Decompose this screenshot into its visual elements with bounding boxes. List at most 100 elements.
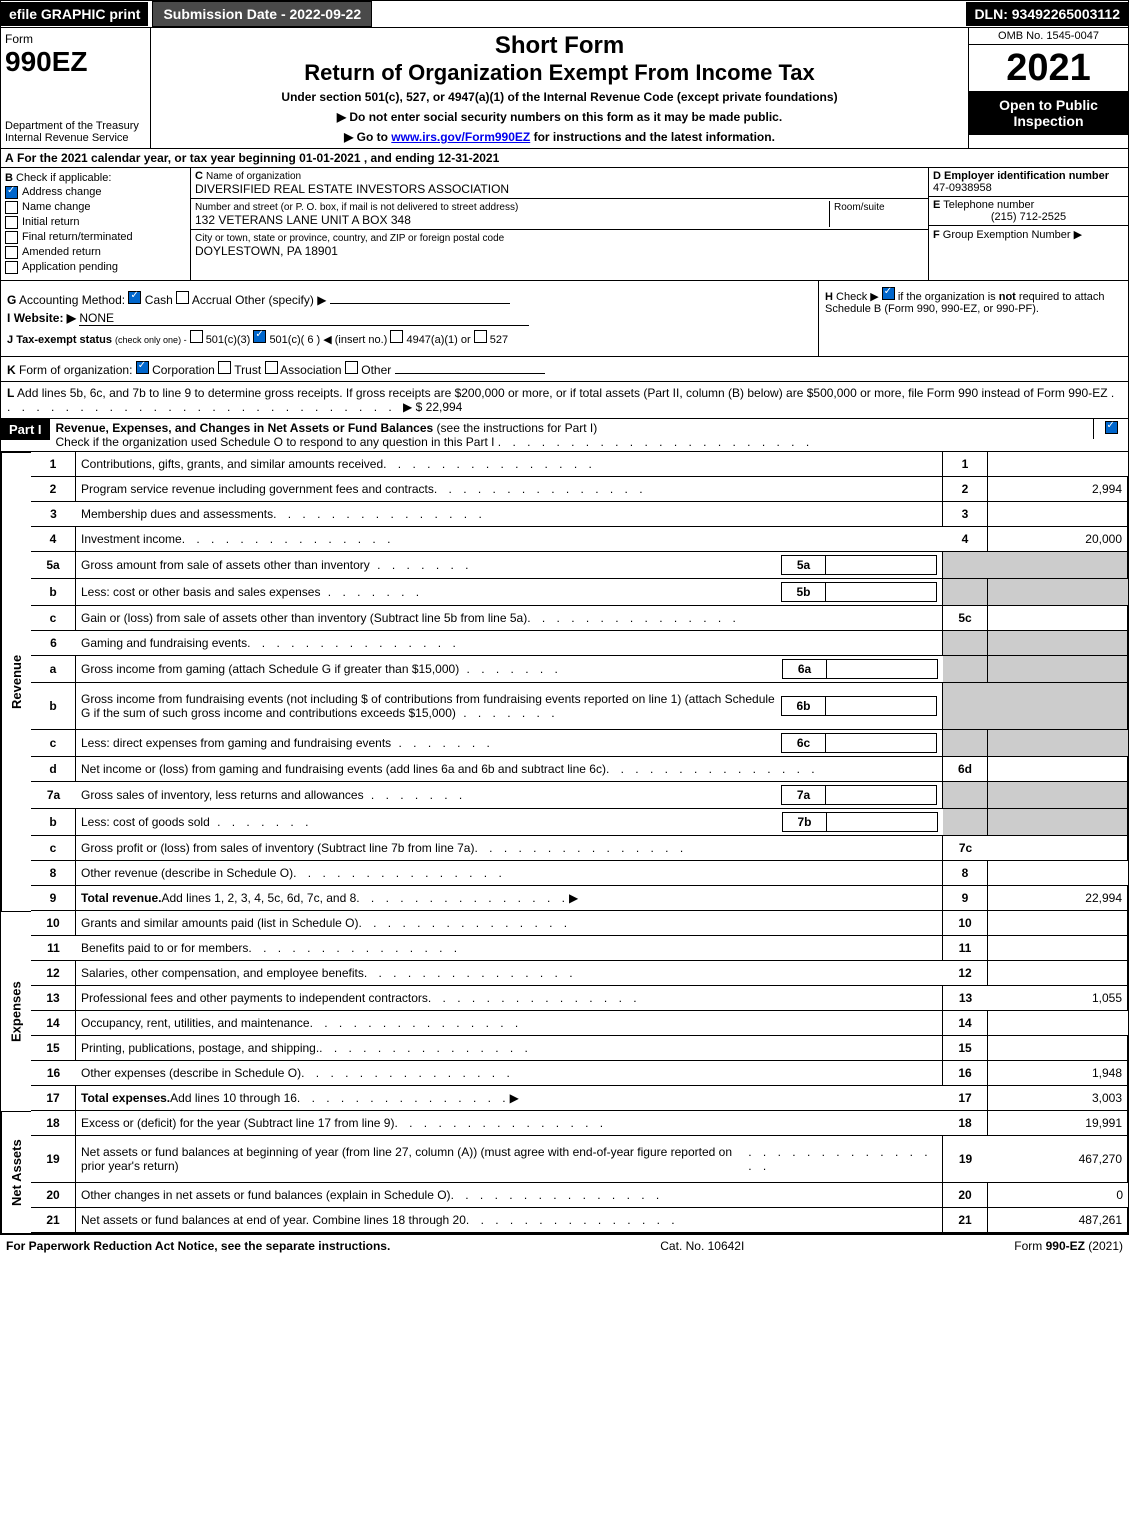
k-opt-1: Trust (234, 363, 261, 377)
b-checkbox-5[interactable] (5, 261, 18, 274)
j-opt4: 527 (490, 334, 508, 346)
line-number-8: a (31, 656, 76, 683)
line-amount-24: 3,003 (988, 1086, 1128, 1111)
line-box-6: 5c (943, 606, 988, 631)
b-check-label-5: Application pending (22, 261, 118, 273)
c-name-label: Name of organization (206, 171, 301, 182)
part1-label: Part I (1, 419, 50, 440)
h-text1: Check ▶ (836, 291, 879, 303)
k-other-checkbox[interactable] (345, 361, 358, 374)
section-label-exp: Expenses (1, 911, 31, 1111)
org-address: 132 VETERANS LANE UNIT A BOX 348 (195, 213, 411, 227)
line-amount-7 (988, 631, 1128, 656)
inst2-pre: ▶ Go to (344, 130, 391, 144)
line-number-19: 12 (31, 961, 76, 986)
k-other-blank[interactable] (395, 373, 545, 374)
b-checkbox-3[interactable] (5, 231, 18, 244)
tax-year: 2021 (969, 45, 1128, 91)
a-text-pre: For the 2021 calendar year, or tax year … (17, 151, 299, 165)
b-check-label-0: Address change (22, 186, 102, 198)
j-527-checkbox[interactable] (474, 330, 487, 343)
website-value: NONE (79, 311, 529, 326)
letter-f: F (933, 229, 940, 241)
b-check-item-1: Name change (5, 201, 186, 214)
c-name-row: C Name of organization DIVERSIFIED REAL … (191, 168, 928, 199)
line-box-25: 18 (943, 1111, 988, 1136)
part1-checkbox-cell (1093, 419, 1128, 439)
form-number: 990EZ (5, 46, 88, 77)
line-amount-19 (988, 961, 1128, 986)
form-title-2: Return of Organization Exempt From Incom… (155, 60, 964, 86)
irs-link[interactable]: www.irs.gov/Form990EZ (391, 130, 530, 144)
instruction-2: ▶ Go to www.irs.gov/Form990EZ for instru… (155, 130, 964, 144)
line-amount-22 (988, 1036, 1128, 1061)
line-amount-28: 487,261 (988, 1208, 1128, 1233)
part1-checkbox[interactable] (1105, 421, 1118, 434)
f-row: F Group Exemption Number ▶ (929, 226, 1128, 243)
line-amount-18 (988, 936, 1128, 961)
k-assoc-checkbox[interactable] (265, 361, 278, 374)
line-box-3: 4 (943, 527, 988, 552)
section-label-net: Net Assets (1, 1111, 31, 1233)
h-checkbox[interactable] (882, 287, 895, 300)
line-desc-2: Membership dues and assessments . . . . … (76, 502, 943, 527)
instruction-1: ▶ Do not enter social security numbers o… (155, 110, 964, 124)
l-arrow: ▶ $ (403, 400, 422, 414)
line-amount-26: 467,270 (988, 1136, 1128, 1183)
footer-mid: Cat. No. 10642I (660, 1239, 744, 1253)
inst2-post: for instructions and the latest informat… (530, 130, 775, 144)
g-other: Other (specify) ▶ (235, 293, 326, 307)
line-desc-11: Net income or (loss) from gaming and fun… (76, 757, 943, 782)
k-corp-checkbox[interactable] (136, 361, 149, 374)
gh-left: G Accounting Method: Cash Accrual Other … (1, 281, 818, 356)
line-box-8 (943, 656, 988, 683)
j-501c3-checkbox[interactable] (190, 330, 203, 343)
line-number-0: 1 (31, 452, 76, 477)
line-desc-3: Investment income . . . . . . . . . . . … (76, 527, 943, 552)
line-box-15: 8 (943, 861, 988, 886)
b-checkbox-0[interactable] (5, 186, 18, 199)
accrual-checkbox[interactable] (176, 291, 189, 304)
cash-checkbox[interactable] (128, 291, 141, 304)
g-accrual: Accrual (192, 293, 232, 307)
efile-label[interactable]: efile GRAPHIC print (1, 2, 148, 26)
j-opt2: 501(c)( 6 ) ◀ (insert no.) (269, 334, 387, 346)
form-label: Form (5, 32, 33, 46)
line-amount-2 (988, 502, 1128, 527)
dln-label: DLN: 93492265003112 (966, 2, 1128, 26)
line-amount-11 (988, 757, 1128, 782)
line-number-22: 15 (31, 1036, 76, 1061)
bcdef-block: B Check if applicable: Address changeNam… (0, 168, 1129, 281)
j-label: Tax-exempt status (16, 334, 112, 346)
part1-title: Revenue, Expenses, and Changes in Net As… (50, 419, 1093, 451)
line-number-2: 3 (31, 502, 76, 527)
j-4947-checkbox[interactable] (390, 330, 403, 343)
footer-right: Form 990-EZ (2021) (1014, 1239, 1123, 1253)
b-checkbox-2[interactable] (5, 216, 18, 229)
line-box-9 (943, 683, 988, 730)
letter-l: L (7, 386, 14, 400)
line-box-19: 12 (943, 961, 988, 986)
line-amount-15 (988, 861, 1128, 886)
b-check-label-1: Name change (22, 201, 91, 213)
line-number-21: 14 (31, 1011, 76, 1036)
line-desc-10: Less: direct expenses from gaming and fu… (76, 730, 943, 757)
line-number-20: 13 (31, 986, 76, 1011)
line-desc-16: Total revenue. Add lines 1, 2, 3, 4, 5c,… (76, 886, 943, 911)
column-b: B Check if applicable: Address changeNam… (1, 168, 191, 280)
b-checkbox-4[interactable] (5, 246, 18, 259)
c-city-row: City or town, state or province, country… (191, 230, 928, 260)
line-box-2: 3 (943, 502, 988, 527)
line-desc-5: Less: cost or other basis and sales expe… (76, 579, 943, 606)
line-number-9: b (31, 683, 76, 730)
line-amount-5 (988, 579, 1128, 606)
g-other-blank[interactable] (330, 303, 510, 304)
d-label: Employer identification number (944, 170, 1109, 182)
k-trust-checkbox[interactable] (218, 361, 231, 374)
line-amount-27: 0 (988, 1183, 1128, 1208)
org-city: DOYLESTOWN, PA 18901 (195, 244, 338, 258)
g-line: G Accounting Method: Cash Accrual Other … (7, 291, 812, 307)
b-checkbox-1[interactable] (5, 201, 18, 214)
line-desc-19: Salaries, other compensation, and employ… (76, 961, 943, 986)
j-501c-checkbox[interactable] (253, 330, 266, 343)
